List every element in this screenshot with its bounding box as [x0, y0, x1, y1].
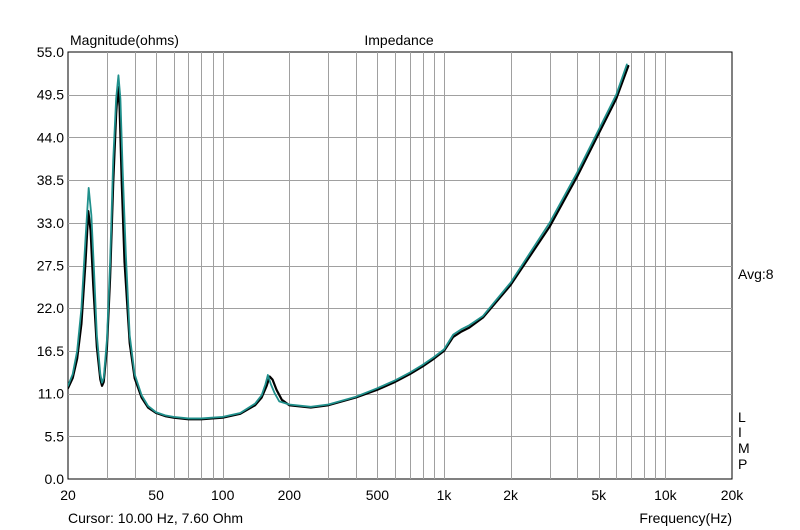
avg-label: Avg:8 — [738, 266, 774, 282]
y-tick-label: 5.5 — [45, 428, 65, 444]
y-tick-label: 16.5 — [37, 343, 64, 359]
y-tick-label: 0.0 — [45, 471, 65, 487]
plot-area — [67, 51, 733, 480]
x-tick-label: 2k — [503, 487, 519, 503]
x-tick-label: 200 — [278, 487, 302, 503]
x-tick-label: 100 — [211, 487, 235, 503]
x-tick-label: 5k — [591, 487, 607, 503]
cursor-readout: Cursor: 10.00 Hz, 7.60 Ohm — [68, 510, 243, 526]
x-axis-label: Frequency(Hz) — [639, 510, 732, 526]
x-tick-label: 50 — [148, 487, 164, 503]
tick-labels: 0.0 5.5 11.0 16.5 22.0 27.5 33.0 38.5 44.0 49.5 55… — [37, 44, 745, 503]
x-tick-label: 10k — [654, 487, 678, 503]
y-tick-label: 49.5 — [37, 87, 64, 103]
x-tick-label: 1k — [437, 487, 453, 503]
y-tick-label: 44.0 — [37, 129, 64, 145]
side-letter-i: I — [738, 424, 742, 440]
x-tick-label: 500 — [366, 487, 390, 503]
y-tick-label: 55.0 — [37, 44, 64, 60]
y-axis-label: Magnitude(ohms) — [70, 32, 179, 48]
chart-title: Impedance — [364, 32, 433, 48]
y-tick-label: 22.0 — [37, 300, 64, 316]
side-letter-l: L — [738, 409, 746, 425]
side-letter-m: M — [738, 440, 750, 456]
x-tick-label: 20k — [721, 487, 745, 503]
y-tick-label: 38.5 — [37, 172, 64, 188]
grid-lines — [68, 52, 732, 479]
y-tick-label: 11.0 — [38, 386, 64, 402]
y-tick-label: 27.5 — [37, 258, 64, 274]
side-letter-p: P — [738, 456, 747, 472]
x-tick-label: 20 — [60, 487, 76, 503]
y-tick-label: 33.0 — [37, 215, 64, 231]
series-line-2 — [68, 63, 628, 420]
data-series — [68, 63, 630, 421]
